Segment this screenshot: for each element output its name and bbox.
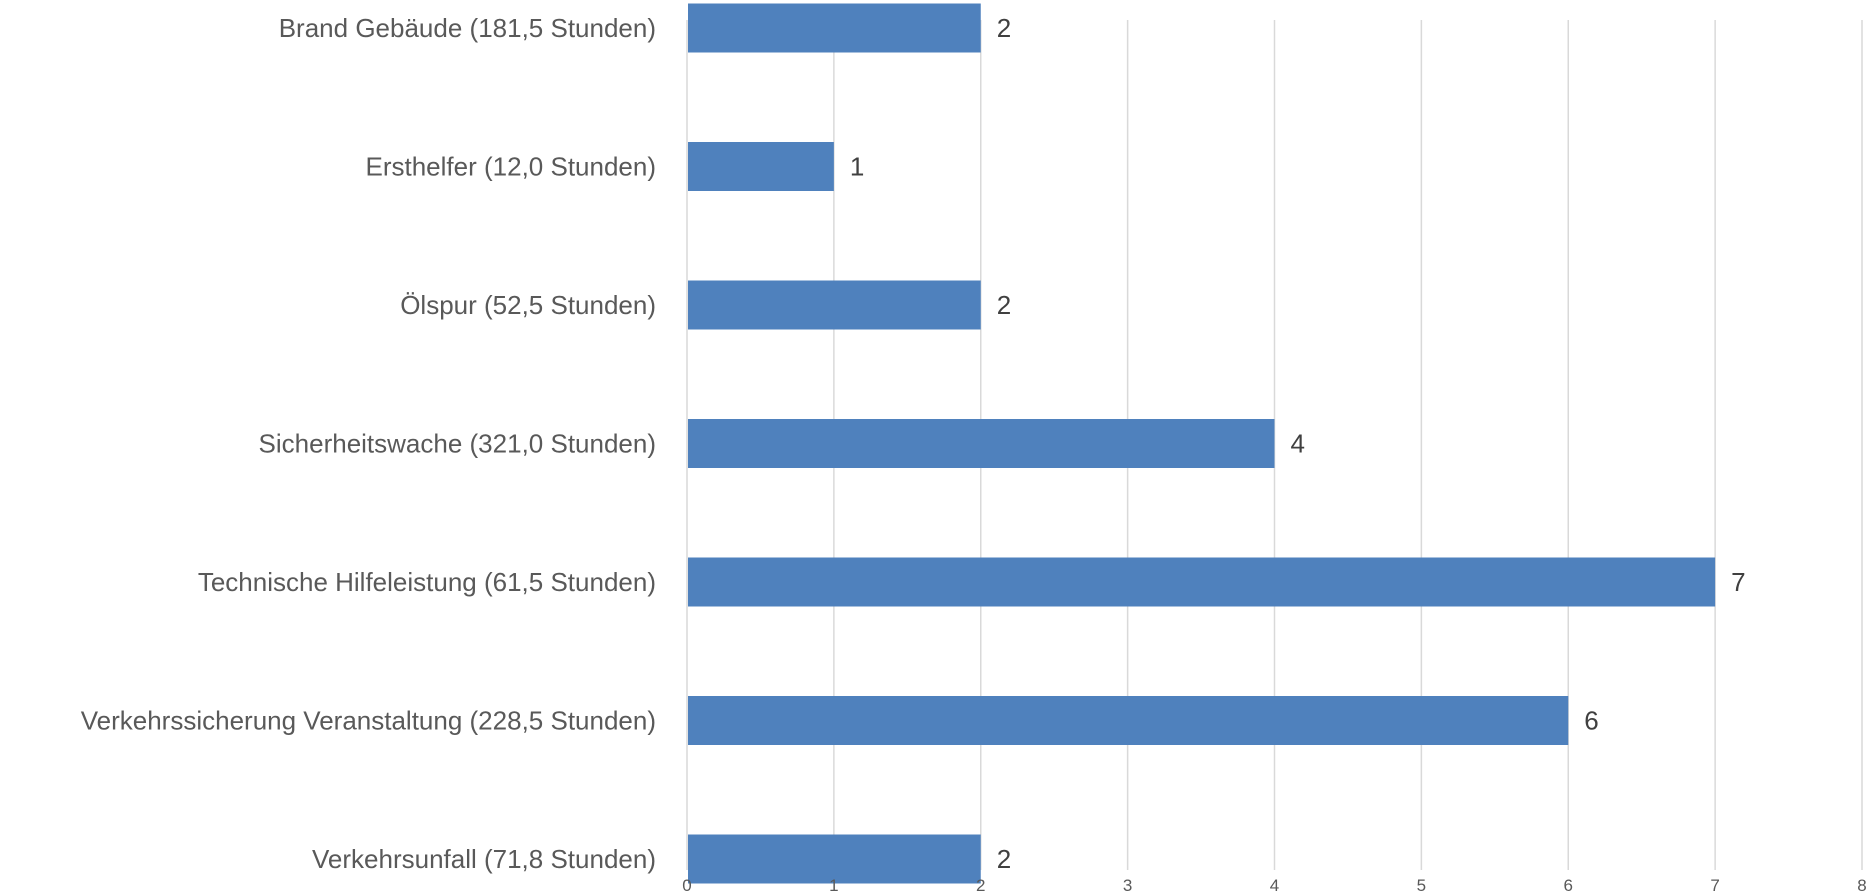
bar: [688, 696, 1569, 745]
data-label: 2: [997, 844, 1011, 874]
category-label: Ölspur (52,5 Stunden): [400, 290, 656, 320]
data-label: 1: [850, 152, 864, 182]
category-label: Sicherheitswache (321,0 Stunden): [259, 429, 656, 459]
data-label: 2: [997, 290, 1011, 320]
x-tick-label: 0: [682, 876, 691, 892]
bar: [688, 3, 981, 53]
category-label: Ersthelfer (12,0 Stunden): [366, 152, 657, 182]
category-label: Brand Gebäude (181,5 Stunden): [279, 13, 656, 43]
bar: [688, 834, 981, 884]
data-label: 7: [1731, 567, 1745, 597]
bar: [688, 557, 1716, 607]
category-label: Verkehrssicherung Veranstaltung (228,5 S…: [81, 706, 656, 736]
x-tick-label: 7: [1710, 876, 1719, 892]
x-tick-label: 5: [1417, 876, 1426, 892]
bar: [688, 419, 1275, 468]
x-tick-label: 6: [1564, 876, 1573, 892]
category-label: Verkehrsunfall (71,8 Stunden): [312, 844, 656, 874]
x-tick-label: 4: [1270, 876, 1279, 892]
x-tick-label: 3: [1123, 876, 1132, 892]
labels: 0 1 2 3 4 5 6 7 8 Brand Gebäude (181,5 Stunden) 2 E…: [81, 13, 1867, 892]
bar: [688, 280, 981, 330]
x-tick-label: 1: [829, 876, 838, 892]
data-label: 2: [997, 13, 1011, 43]
x-tick-label: 8: [1857, 876, 1866, 892]
bars: [688, 3, 1716, 884]
data-label: 4: [1291, 429, 1305, 459]
bar: [688, 142, 834, 191]
category-label: Technische Hilfeleistung (61,5 Stunden): [198, 567, 656, 597]
data-label: 6: [1584, 706, 1598, 736]
x-tick-label: 2: [976, 876, 985, 892]
